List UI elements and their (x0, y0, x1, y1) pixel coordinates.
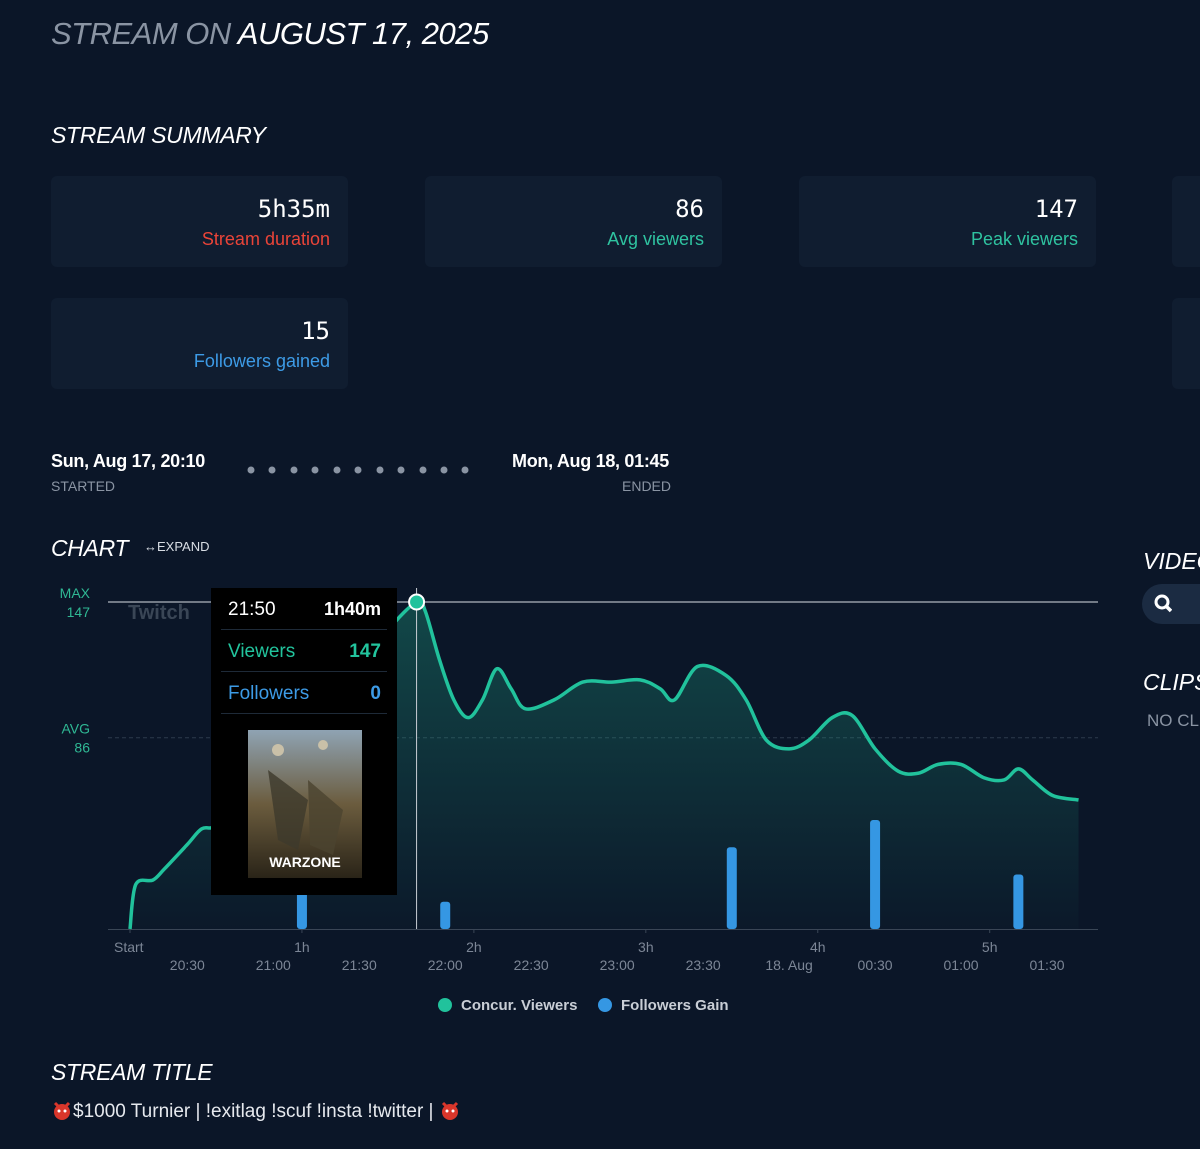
x-clock-label: 21:30 (342, 957, 377, 973)
hover-marker (408, 593, 426, 611)
summary-card (1172, 298, 1200, 389)
x-tick-label: 2h (466, 939, 482, 955)
title-prefix: STREAM ON (51, 16, 231, 51)
card-value: 5h35m (257, 195, 330, 223)
watermark: Twitch (128, 602, 190, 624)
card-value: 15 (301, 317, 330, 345)
tooltip-elapsed: 1h40m (323, 599, 381, 619)
card-label: Stream duration (201, 229, 330, 249)
legend-label: Concur. Viewers (461, 997, 578, 1014)
tooltip-row: Followers 0 (221, 672, 387, 714)
tooltip-time: 21:50 (228, 599, 276, 620)
end-time: Mon, Aug 18, 01:45 (512, 451, 669, 471)
legend-swatch (438, 998, 452, 1012)
legend-item[interactable]: Concur. Viewers (438, 997, 577, 1014)
x-clock-label: 00:30 (858, 957, 893, 973)
no-clips: NO CLIPS (1147, 711, 1200, 730)
follower-bar (440, 901, 451, 929)
x-tick-label: Start (114, 939, 144, 955)
card-label: Avg viewers (607, 229, 704, 249)
stream-title-text: $1000 Turnier | !exitlag !scuf !insta !t… (73, 1101, 434, 1122)
x-clock-label: 01:30 (1029, 957, 1064, 973)
game-cover: WARZONE (248, 730, 362, 878)
follower-bar (1013, 874, 1024, 929)
reference-label: AVG (61, 721, 90, 737)
x-clock-label: 21:00 (256, 957, 291, 973)
tooltip-header: 21:50 1h40m (221, 588, 387, 630)
summary-card: 86 Avg viewers (425, 176, 722, 267)
tooltip-row-name: Viewers (228, 641, 296, 662)
reference-value: 147 (67, 604, 91, 620)
card-label: Peak viewers (970, 229, 1078, 249)
emoji (53, 1101, 71, 1120)
x-tick-label: 5h (982, 939, 998, 955)
x-tick-label: 3h (638, 939, 654, 955)
summary-card: 5h35m Stream duration (51, 176, 348, 267)
clips-title: CLIPS (1143, 669, 1200, 695)
x-clock-label: 23:30 (686, 957, 721, 973)
card-value: 86 (675, 195, 704, 223)
expand-label: EXPAND (157, 539, 210, 554)
summary-card (1172, 176, 1200, 267)
legend-item[interactable]: Followers Gain (598, 997, 729, 1014)
x-tick-label: 4h (810, 939, 826, 955)
card-label: Followers gained (193, 351, 330, 371)
search-button[interactable] (1142, 584, 1200, 624)
follower-bar (870, 820, 881, 929)
title-date: AUGUST 17, 2025 (237, 16, 489, 51)
sidebar: VIDEOS CLIPS NO CLIPS (1140, 540, 1200, 740)
tooltip: 21:50 1h40m Viewers 147 Followers 0 WARZ… (211, 588, 397, 895)
x-clock-label: 22:30 (514, 957, 549, 973)
tooltip-row: Viewers 147 (221, 630, 387, 672)
x-tick-label: 1h (294, 939, 310, 955)
reference-value: 86 (74, 740, 90, 756)
start-time: Sun, Aug 17, 20:10 (51, 451, 205, 471)
page-title: STREAM ON AUGUST 17, 2025 (51, 16, 489, 52)
x-clock-label: 18. Aug (765, 957, 813, 973)
card-value: 147 (1034, 195, 1078, 223)
stream-title-heading: STREAM TITLE (51, 1059, 213, 1085)
timeline-dots (247, 466, 469, 474)
legend-label: Followers Gain (621, 997, 729, 1014)
x-clock-label: 22:00 (428, 957, 463, 973)
tooltip-row-name: Followers (228, 683, 310, 704)
chart: Twitch MAX 147 AVG 86 Start 1h 2h 3h 4h 5h 20:30 21… (60, 585, 1098, 973)
chart-title: CHART (51, 535, 129, 561)
legend-swatch (598, 998, 612, 1012)
summary-card: 15 Followers gained (51, 298, 348, 389)
end-label: ENDED (622, 478, 672, 494)
expand-icon: ↔ (144, 539, 157, 554)
x-clock-label: 20:30 (170, 957, 205, 973)
stream-title: $1000 Turnier | !exitlag !scuf !insta !t… (51, 1099, 461, 1123)
x-clock-label: 23:00 (600, 957, 635, 973)
expand-button[interactable]: ↔EXPAND (144, 539, 210, 554)
follower-bar (726, 847, 737, 929)
videos-title: VIDEOS (1143, 548, 1200, 574)
tooltip-row-value: 0 (370, 683, 381, 704)
section-title: STREAM SUMMARY (51, 122, 266, 148)
x-clock-label: 01:00 (944, 957, 979, 973)
search-icon (1154, 594, 1173, 613)
cover-text: WARZONE (269, 854, 341, 870)
emoji (441, 1101, 458, 1120)
tooltip-row-value: 147 (349, 641, 381, 662)
summary-card: 147 Peak viewers (799, 176, 1096, 267)
start-label: STARTED (51, 478, 116, 494)
reference-label: MAX (60, 585, 91, 601)
